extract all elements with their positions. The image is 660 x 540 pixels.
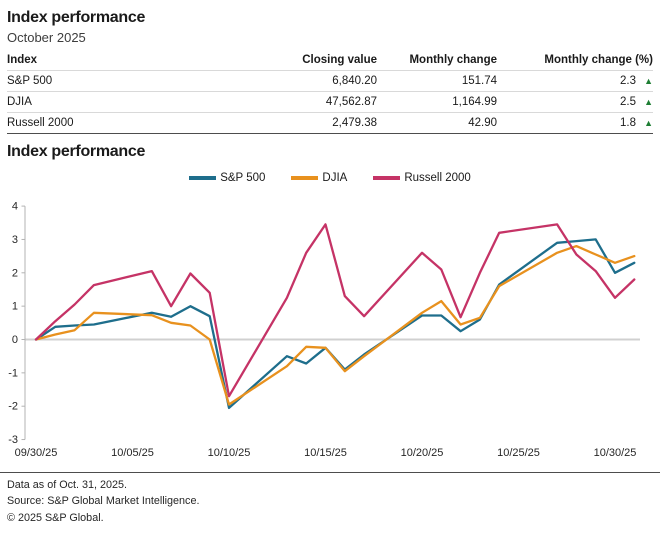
x-tick-label: 10/30/25: [594, 447, 637, 459]
legend-swatch-icon: [373, 176, 401, 180]
page-subtitle: October 2025: [7, 30, 86, 45]
col-header-monthly-change: Monthly change: [377, 53, 497, 71]
report-header: Index performance October 2025: [0, 0, 660, 45]
table-row: S&P 500 6,840.20 151.74 2.3 ▲: [7, 70, 653, 92]
y-tick-label: -3: [8, 434, 18, 446]
col-header-monthly-change-pct: Monthly change (%): [497, 53, 653, 71]
legend-swatch-icon: [189, 176, 217, 180]
x-tick-label: 10/10/25: [208, 447, 251, 459]
col-header-closing-value: Closing value: [177, 53, 377, 71]
cell-closing-value: 2,479.38: [177, 112, 377, 134]
cell-monthly-change-pct: 2.3: [620, 75, 636, 87]
y-tick-label: 2: [12, 267, 18, 279]
legend-swatch-icon: [291, 176, 319, 180]
y-tick-label: 1: [12, 301, 18, 313]
up-triangle-icon: ▲: [644, 75, 653, 86]
legend-label: Russell 2000: [404, 172, 471, 184]
y-tick-label: -2: [8, 401, 18, 413]
cell-closing-value: 6,840.20: [177, 70, 377, 92]
cell-index-name: DJIA: [7, 91, 177, 113]
x-tick-label: 10/25/25: [497, 447, 540, 459]
index-table: Index Closing value Monthly change Month…: [7, 53, 653, 134]
cell-closing-value: 47,562.87: [177, 91, 377, 113]
y-tick-label: 4: [12, 201, 18, 213]
table-row: Russell 2000 2,479.38 42.90 1.8 ▲: [7, 112, 653, 134]
page-title: Index performance: [7, 9, 146, 26]
cell-monthly-change-pct: 1.8: [620, 117, 636, 129]
up-triangle-icon: ▲: [644, 117, 653, 128]
cell-monthly-change: 151.74: [377, 70, 497, 92]
series-line-djia: [34, 244, 636, 406]
y-tick-label: 0: [12, 334, 18, 346]
cell-monthly-change-pct: 2.5: [620, 96, 636, 108]
y-tick-label: 3: [12, 234, 18, 246]
legend-label: S&P 500: [220, 172, 266, 184]
series-line-russell-2000: [34, 223, 636, 398]
cell-index-name: S&P 500: [7, 70, 177, 92]
table-header-row: Index Closing value Monthly change Month…: [7, 53, 653, 71]
chart-title: Index performance: [7, 143, 146, 160]
col-header-index: Index: [7, 53, 177, 71]
table-row: DJIA 47,562.87 1,164.99 2.5 ▲: [7, 91, 653, 113]
footer-source: Source: S&P Global Market Intelligence.: [7, 495, 200, 508]
footer-copyright: © 2025 S&P Global.: [7, 511, 104, 524]
legend-item: DJIA: [291, 172, 347, 184]
legend-label: DJIA: [322, 172, 348, 184]
cell-monthly-change: 1,164.99: [377, 91, 497, 113]
footer-data-as-of: Data as of Oct. 31, 2025.: [7, 479, 128, 491]
y-tick-label: -1: [8, 367, 18, 379]
x-tick-label: 10/20/25: [401, 447, 444, 459]
cell-index-name: Russell 2000: [7, 112, 177, 134]
legend-item: Russell 2000: [373, 172, 471, 184]
cell-monthly-change: 42.90: [377, 112, 497, 134]
performance-line-chart: 4 3 2 1 0 -1 -2 -309/30/25 10/05/25 10/10/25 10/15…: [8, 201, 640, 459]
series-line-s-p-500: [34, 238, 636, 410]
x-tick-label: 09/30/25: [15, 447, 58, 459]
report-footer: Data as of Oct. 31, 2025. Source: S&P Gl…: [0, 472, 660, 526]
x-tick-label: 10/15/25: [304, 447, 347, 459]
chart-legend: S&P 500 DJIA Russell 2000: [0, 171, 660, 185]
legend-item: S&P 500: [189, 172, 265, 184]
up-triangle-icon: ▲: [644, 96, 653, 107]
x-tick-label: 10/05/25: [111, 447, 154, 459]
